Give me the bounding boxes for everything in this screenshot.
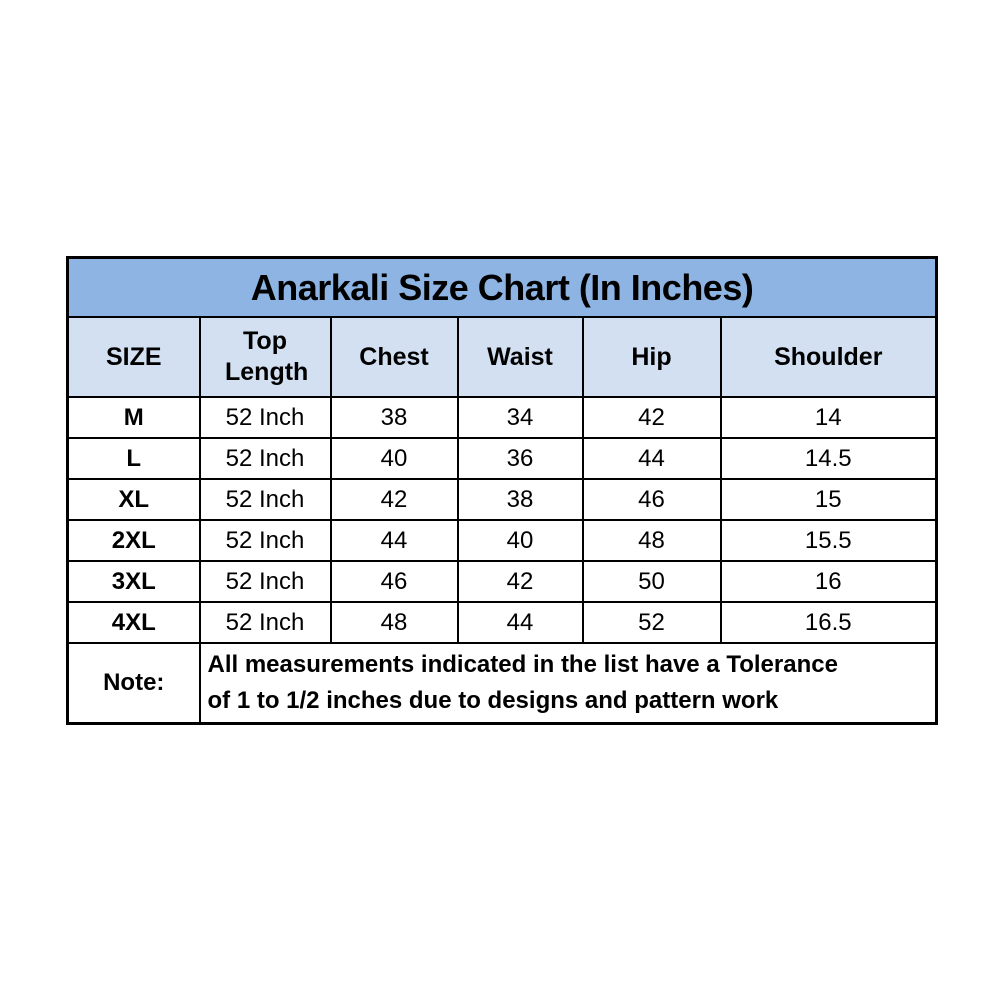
- size-cell: 4XL: [66, 601, 201, 644]
- waist-cell: 36: [456, 437, 584, 480]
- shoulder-cell: 16: [719, 560, 938, 603]
- waist-cell: 44: [456, 601, 584, 644]
- note-line-2: of 1 to 1/2 inches due to designs and pa…: [207, 687, 779, 714]
- header-row: SIZE Top Length Chest Waist Hip Shoulder: [66, 316, 938, 398]
- col-header-waist-label: Waist: [487, 342, 553, 371]
- size-chart-table: Anarkali Size Chart (In Inches) SIZE Top…: [66, 256, 939, 725]
- chest-cell: 42: [329, 478, 459, 521]
- chest-cell: 40: [329, 437, 459, 480]
- hip-cell: 50: [581, 560, 722, 603]
- top-length-cell: 52 Inch: [198, 478, 332, 521]
- shoulder-cell: 15.5: [719, 519, 938, 562]
- size-cell: XL: [66, 478, 201, 521]
- col-header-shoulder-label: Shoulder: [774, 342, 883, 371]
- size-cell: 3XL: [66, 560, 201, 603]
- note-row: Note: All measurements indicated in the …: [66, 642, 938, 725]
- chest-cell: 46: [329, 560, 459, 603]
- size-cell: L: [66, 437, 201, 480]
- size-cell: M: [66, 396, 201, 439]
- top-length-cell: 52 Inch: [198, 437, 332, 480]
- col-header-waist: Waist: [456, 316, 584, 398]
- col-header-chest: Chest: [329, 316, 459, 398]
- top-length-cell: 52 Inch: [198, 601, 332, 644]
- hip-cell: 42: [581, 396, 722, 439]
- table-row-4xl: 4XL 52 Inch 48 44 52 16.5: [66, 601, 938, 644]
- col-header-top-length-label: Top Length: [225, 326, 309, 386]
- top-length-cell: 52 Inch: [198, 560, 332, 603]
- shoulder-cell: 16.5: [719, 601, 938, 644]
- col-header-top-length: Top Length: [198, 316, 332, 398]
- col-header-hip: Hip: [581, 316, 722, 398]
- hip-cell: 48: [581, 519, 722, 562]
- shoulder-cell: 14.5: [719, 437, 938, 480]
- size-cell: 2XL: [66, 519, 201, 562]
- waist-cell: 40: [456, 519, 584, 562]
- hip-cell: 52: [581, 601, 722, 644]
- hip-cell: 44: [581, 437, 722, 480]
- note-line-1: All measurements indicated in the list h…: [207, 651, 838, 678]
- chart-title: Anarkali Size Chart (In Inches): [66, 256, 938, 318]
- table-row-2xl: 2XL 52 Inch 44 40 48 15.5: [66, 519, 938, 562]
- top-length-cell: 52 Inch: [198, 519, 332, 562]
- note-label: Note:: [66, 642, 201, 725]
- col-header-size-label: SIZE: [105, 342, 162, 371]
- waist-cell: 38: [456, 478, 584, 521]
- col-header-chest-label: Chest: [359, 342, 429, 371]
- col-header-hip-label: Hip: [631, 342, 672, 371]
- hip-cell: 46: [581, 478, 722, 521]
- chest-cell: 48: [329, 601, 459, 644]
- table-row-3xl: 3XL 52 Inch 46 42 50 16: [66, 560, 938, 603]
- note-text-cell: All measurements indicated in the list h…: [198, 642, 938, 725]
- shoulder-cell: 14: [719, 396, 938, 439]
- table-row-xl: XL 52 Inch 42 38 46 15: [66, 478, 938, 521]
- chest-cell: 38: [329, 396, 459, 439]
- col-header-shoulder: Shoulder: [719, 316, 938, 398]
- chest-cell: 44: [329, 519, 459, 562]
- col-header-size: SIZE: [66, 316, 201, 398]
- waist-cell: 34: [456, 396, 584, 439]
- shoulder-cell: 15: [719, 478, 938, 521]
- title-row: Anarkali Size Chart (In Inches): [66, 256, 938, 318]
- waist-cell: 42: [456, 560, 584, 603]
- top-length-cell: 52 Inch: [198, 396, 332, 439]
- table-row-m: M 52 Inch 38 34 42 14: [66, 396, 938, 439]
- table-row-l: L 52 Inch 40 36 44 14.5: [66, 437, 938, 480]
